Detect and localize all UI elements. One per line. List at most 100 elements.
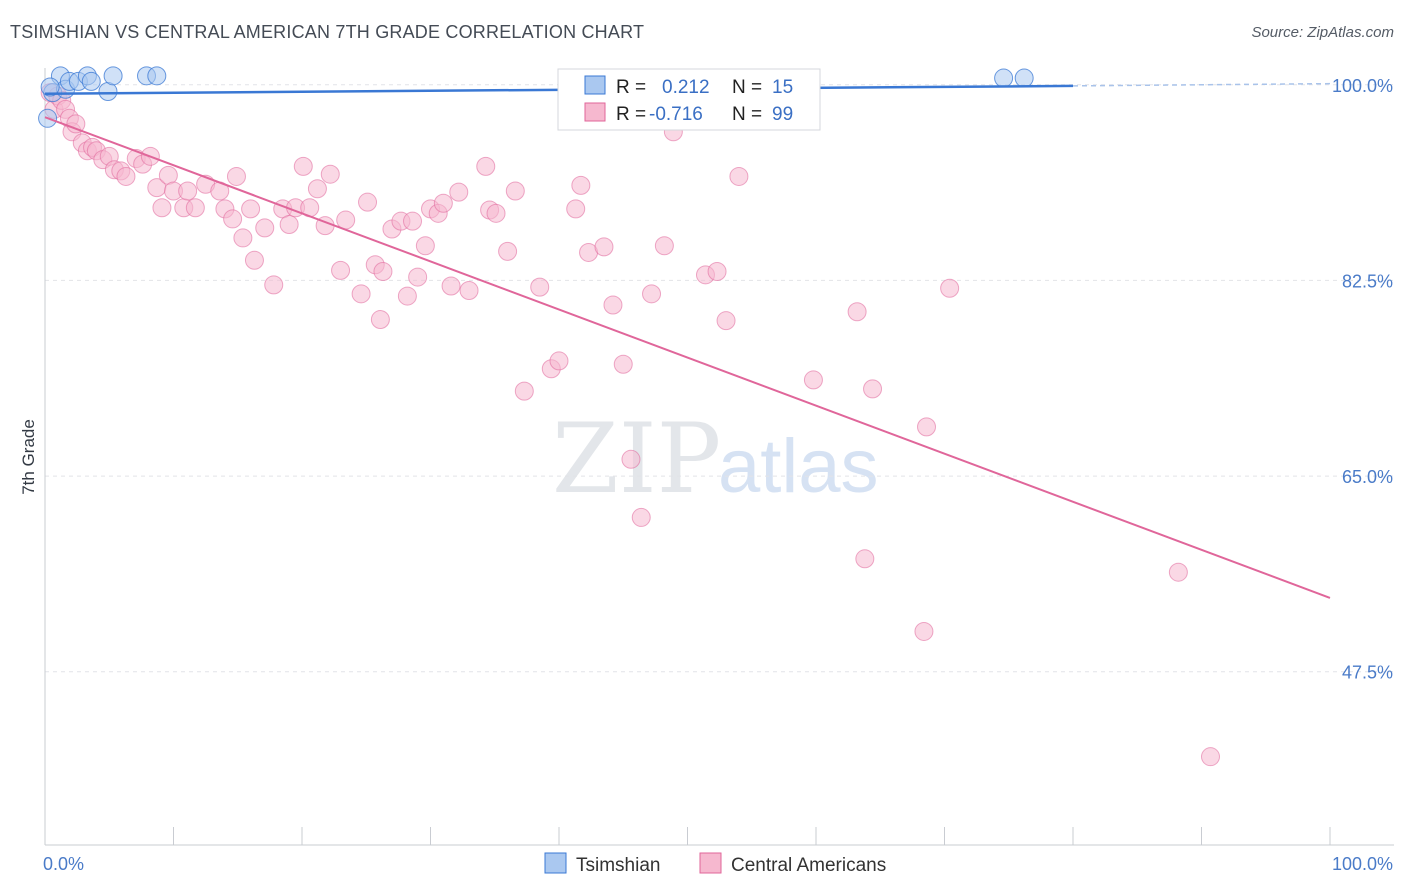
- central-americans-point-26: [185, 198, 205, 218]
- central-americans-point-86: [716, 311, 736, 331]
- watermark-atlas: atlas: [718, 424, 879, 509]
- central-americans-point-63: [476, 156, 496, 176]
- central-americans-point-31: [226, 166, 246, 186]
- y-tick-labels: 100.0% 82.5% 65.0% 47.5%: [1332, 76, 1393, 683]
- central-americans-point-21: [152, 198, 172, 218]
- central-americans-point-54: [403, 211, 423, 231]
- legend-n-label-2: N =: [732, 104, 762, 125]
- central-americans-points: [40, 81, 1220, 767]
- central-americans-point-33: [241, 199, 261, 219]
- central-americans-point-75: [594, 237, 614, 257]
- y-axis-label: 7th Grade: [19, 419, 38, 495]
- central-americans-point-92: [863, 379, 883, 399]
- bottom-legend-tsimshian: Tsimshian: [576, 855, 660, 876]
- x-tick-label-1: 100.0%: [1332, 854, 1393, 874]
- central-americans-point-7: [66, 114, 86, 134]
- central-americans-point-72: [566, 199, 586, 219]
- central-americans-point-53: [397, 286, 417, 306]
- source-label: Source: ZipAtlas.com: [1251, 24, 1394, 41]
- central-americans-point-56: [415, 236, 435, 256]
- central-americans-point-50: [373, 261, 393, 281]
- legend: R = 0.212 N = 15 R = -0.716 N = 99: [557, 68, 821, 131]
- central-americans-point-93: [914, 621, 934, 641]
- central-americans-point-85: [707, 261, 727, 281]
- central-americans-point-47: [351, 284, 371, 304]
- central-americans-point-79: [631, 507, 651, 527]
- tsimshian-point-13: [1014, 68, 1034, 88]
- central-americans-point-35: [255, 218, 275, 238]
- central-americans-point-91: [855, 549, 875, 569]
- central-americans-point-68: [514, 381, 534, 401]
- central-americans-point-73: [571, 175, 591, 195]
- y-tick-label-0: 100.0%: [1332, 76, 1393, 96]
- legend-r-value-1: 0.212: [662, 77, 710, 98]
- central-americans-point-30: [223, 209, 243, 229]
- legend-r-label-2: R =: [616, 104, 646, 125]
- central-americans-point-69: [530, 277, 550, 297]
- bottom-legend: Tsimshian Central Americans: [544, 852, 886, 876]
- tsimshian-point-9: [103, 66, 123, 86]
- x-tick-labels: 0.0% 100.0%: [43, 854, 1393, 874]
- central-americans-point-87: [729, 166, 749, 186]
- tsimshian-point-12: [994, 68, 1014, 88]
- central-americans-point-16: [116, 166, 136, 186]
- central-americans-point-59: [433, 193, 453, 213]
- central-americans-point-76: [603, 295, 623, 315]
- central-americans-point-25: [178, 181, 198, 201]
- central-americans-point-94: [917, 417, 937, 437]
- legend-r-value-2: -0.716: [649, 104, 703, 125]
- central-americans-point-66: [498, 241, 518, 261]
- central-americans-point-45: [331, 260, 351, 280]
- central-americans-point-95: [940, 278, 960, 298]
- legend-r-label-1: R =: [616, 77, 646, 98]
- central-americans-point-36: [264, 275, 284, 295]
- central-americans-point-34: [244, 250, 264, 270]
- central-americans-point-48: [358, 192, 378, 212]
- central-americans-point-98: [370, 310, 390, 330]
- central-americans-point-42: [307, 179, 327, 199]
- y-tick-label-2: 65.0%: [1342, 467, 1393, 487]
- central-americans-point-60: [441, 276, 461, 296]
- chart-title: TSIMSHIAN VS CENTRAL AMERICAN 7TH GRADE …: [10, 22, 645, 42]
- central-americans-point-96: [1168, 562, 1188, 582]
- legend-swatch-central-americans: [584, 102, 606, 122]
- central-americans-point-55: [408, 267, 428, 287]
- trend-lines: [44, 82, 1331, 599]
- bottom-legend-central-americans: Central Americans: [731, 855, 886, 876]
- central-americans-point-61: [449, 182, 469, 202]
- bottom-legend-swatch-tsimshian: [544, 852, 567, 874]
- legend-swatch-tsimshian: [584, 75, 606, 95]
- central-americans-point-67: [505, 181, 525, 201]
- central-americans-point-81: [654, 236, 674, 256]
- legend-n-value-1: 15: [772, 77, 793, 98]
- axes: [44, 68, 1394, 846]
- central-americans-point-77: [613, 354, 633, 374]
- central-americans-point-78: [621, 449, 641, 469]
- x-tick-label-0: 0.0%: [43, 854, 84, 874]
- central-americans-point-97: [1200, 747, 1220, 767]
- tsimshian-points: [38, 66, 1034, 128]
- central-americans-point-38: [279, 215, 299, 235]
- central-americans-point-32: [233, 228, 253, 248]
- central-americans-point-62: [459, 280, 479, 300]
- y-tick-label-1: 82.5%: [1342, 271, 1393, 291]
- central-americans-point-90: [847, 302, 867, 322]
- tsimshian-point-14: [40, 77, 60, 97]
- central-americans-point-44: [320, 164, 340, 184]
- central-americans-trend-line: [44, 116, 1331, 599]
- y-tick-label-3: 47.5%: [1342, 663, 1393, 683]
- central-americans-point-65: [486, 203, 506, 223]
- tsimshian-point-11: [147, 66, 167, 86]
- central-americans-point-89: [803, 370, 823, 390]
- tsimshian-point-7: [81, 71, 101, 91]
- central-americans-point-71: [549, 351, 569, 371]
- tsimshian-trend-extension: [1072, 82, 1331, 87]
- legend-n-value-2: 99: [772, 104, 793, 125]
- bottom-legend-swatch-central-americans: [699, 852, 722, 874]
- legend-n-label-1: N =: [732, 77, 762, 98]
- central-americans-point-40: [293, 156, 313, 176]
- central-americans-point-80: [642, 284, 662, 304]
- grid-lines: [45, 84, 1394, 673]
- watermark: ZIP atlas: [552, 403, 879, 515]
